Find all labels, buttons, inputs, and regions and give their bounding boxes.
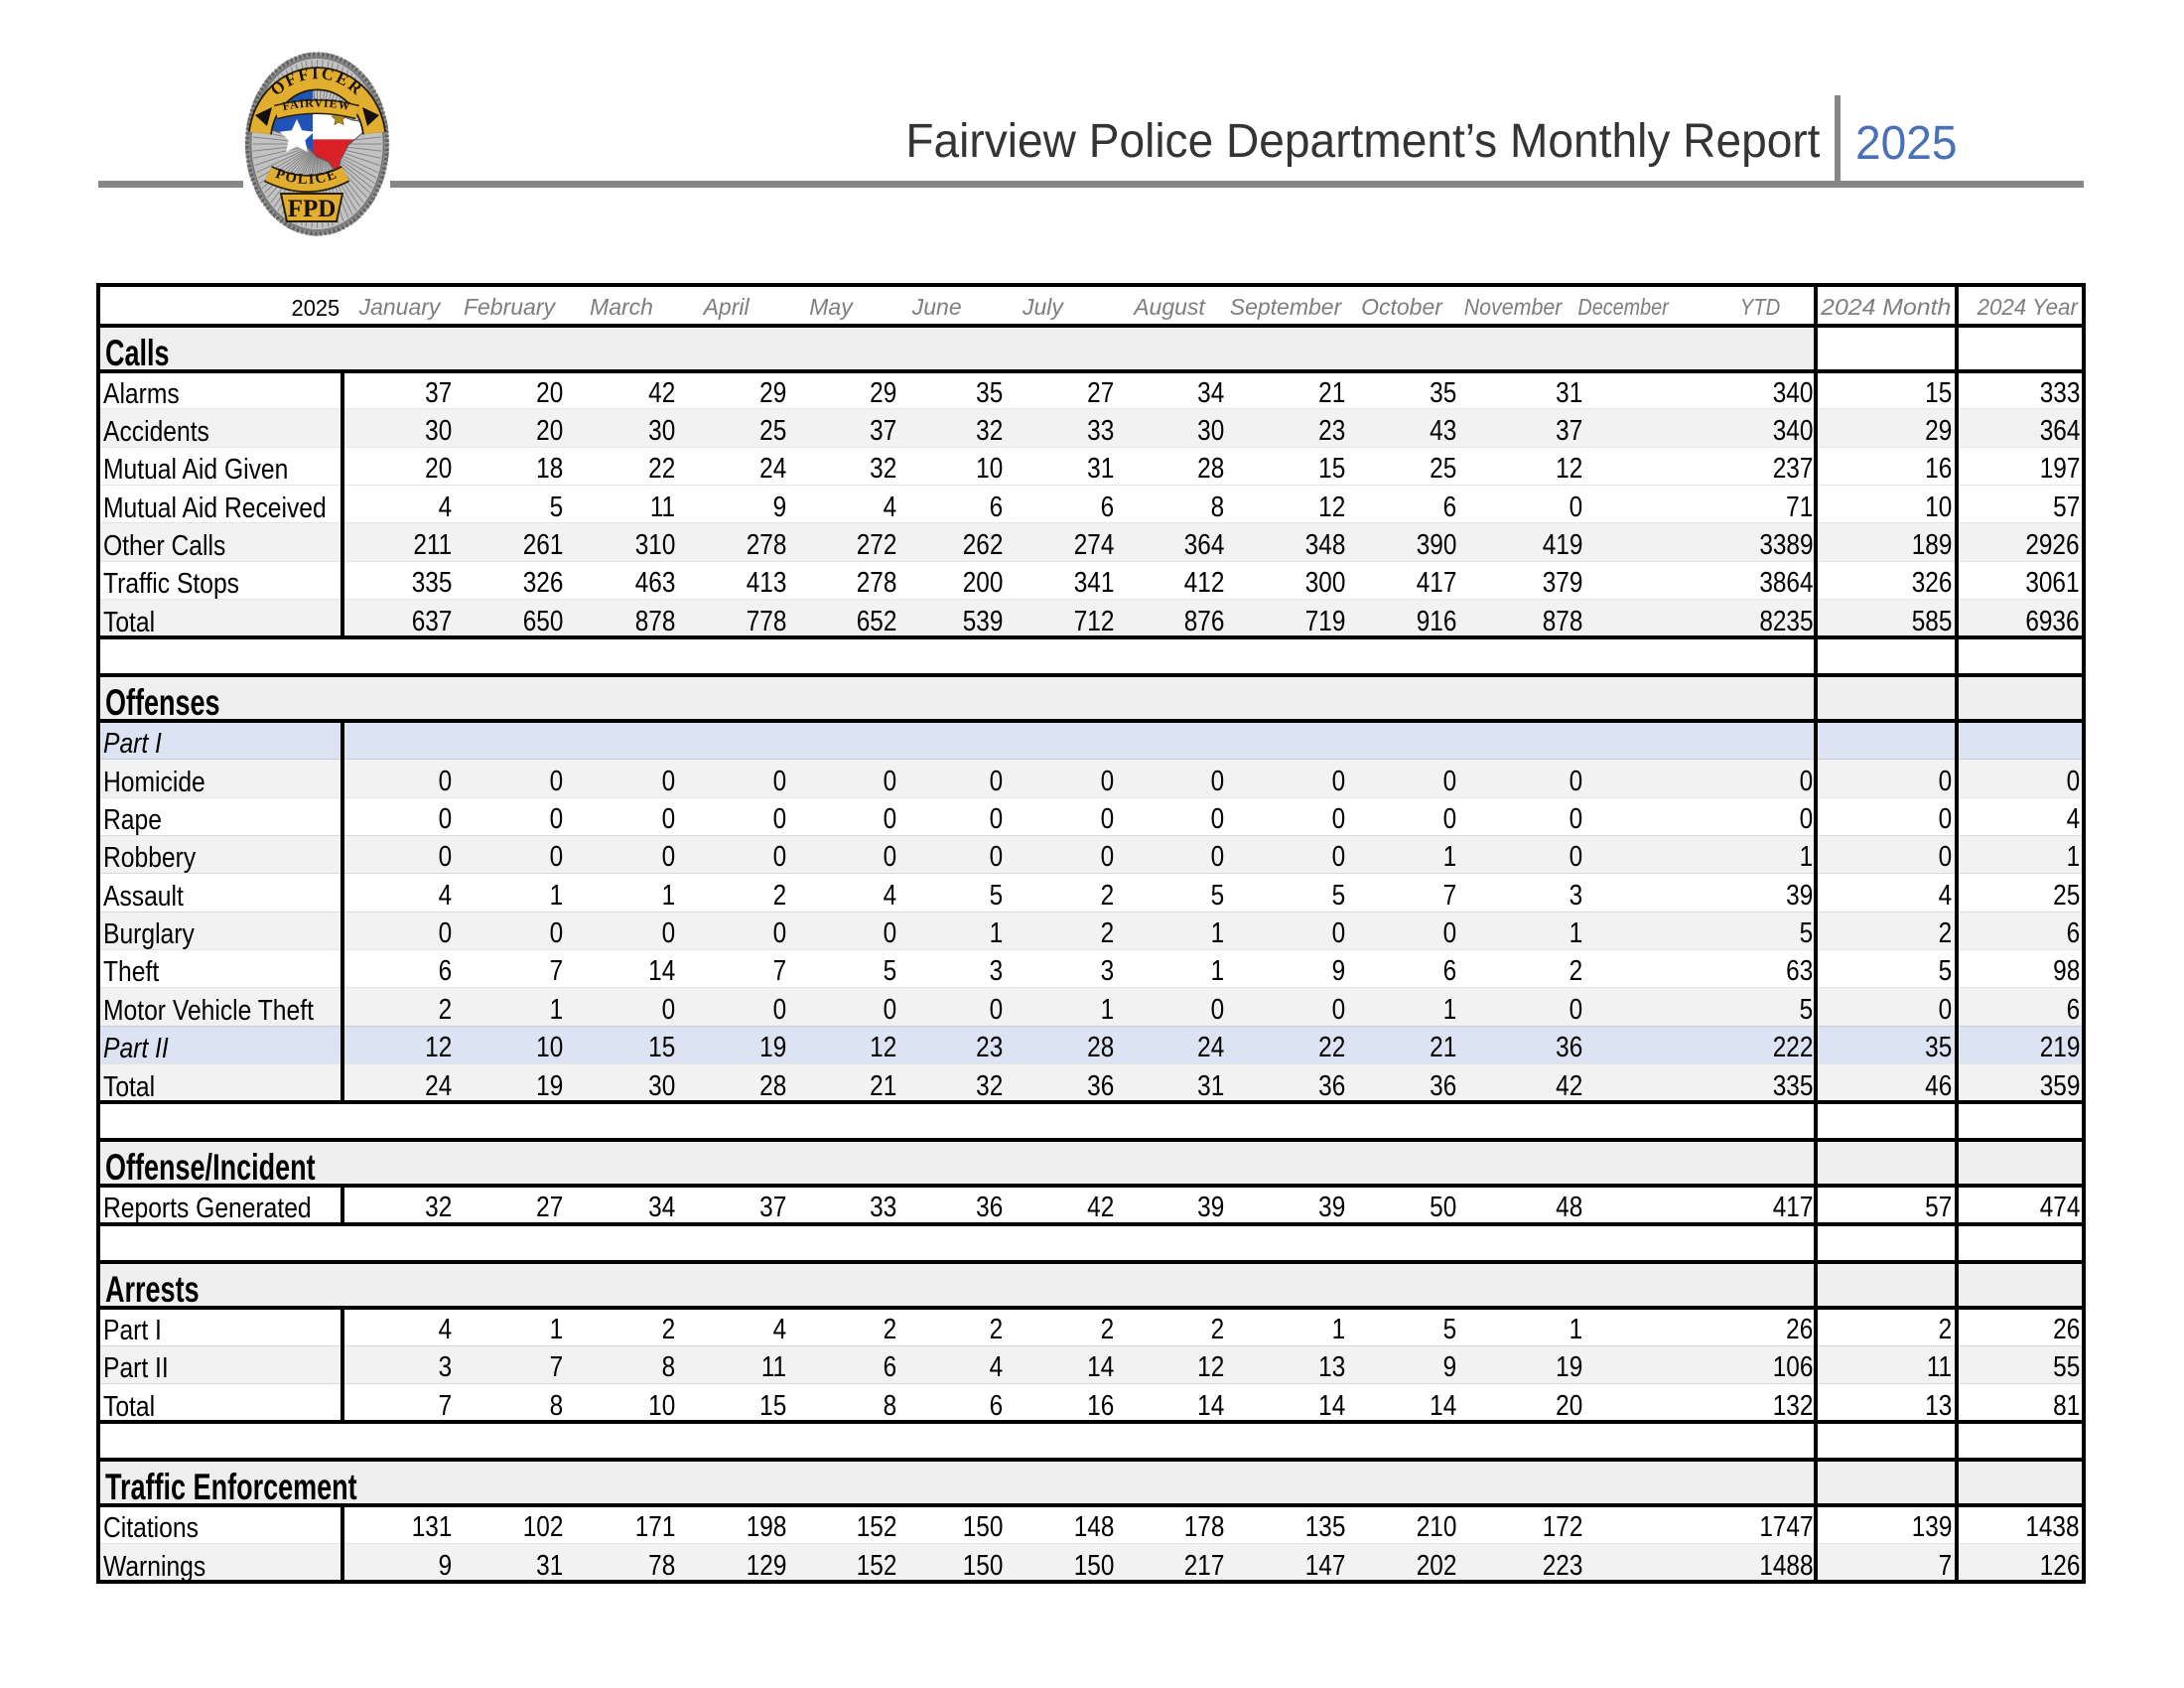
svg-text:POLICE: POLICE xyxy=(273,166,340,188)
svg-text:FPD: FPD xyxy=(288,196,337,222)
